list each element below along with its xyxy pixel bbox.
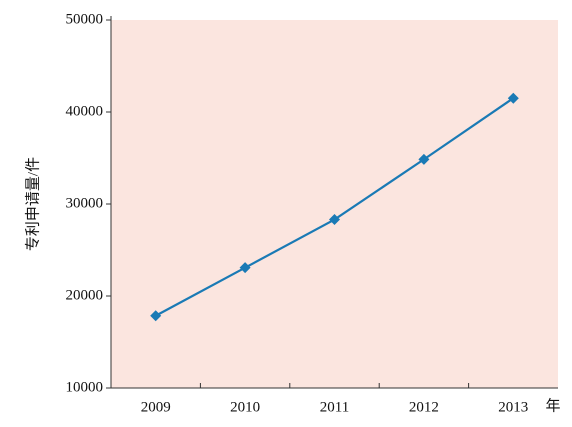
- y-axis-label: 专利申请量/件: [24, 157, 41, 251]
- y-tick-label: 40000: [66, 103, 104, 119]
- marker: [239, 262, 251, 274]
- y-tick-label: 30000: [66, 195, 104, 211]
- x-axis-label: 年: [545, 397, 560, 414]
- marker: [329, 214, 340, 226]
- x-tick-label: 2013: [498, 399, 528, 415]
- marker: [507, 92, 519, 104]
- x-tick-label: 2012: [409, 399, 439, 415]
- x-tick-label: 2009: [141, 399, 171, 415]
- marker: [418, 153, 430, 165]
- y-tick-label: 20000: [66, 287, 104, 303]
- y-tick-label: 10000: [66, 379, 104, 395]
- plot-background: [111, 20, 558, 388]
- x-tick-label: 2010: [230, 399, 260, 415]
- y-tick-label: 50000: [66, 11, 104, 27]
- marker: [150, 310, 162, 322]
- x-tick-label: 2011: [320, 399, 349, 415]
